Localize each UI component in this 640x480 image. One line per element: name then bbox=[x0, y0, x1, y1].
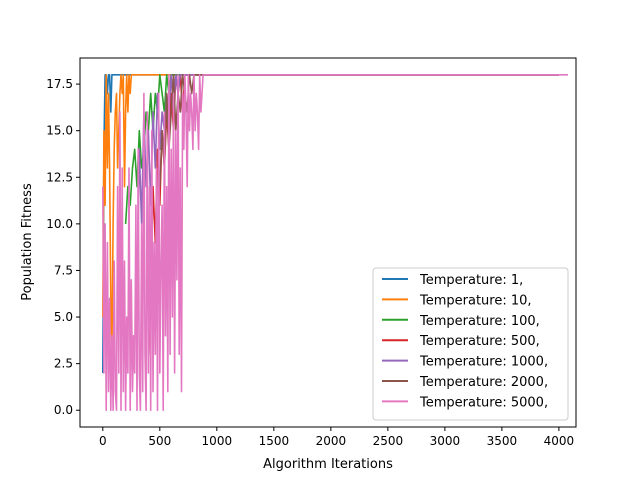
legend: Temperature: 1, Temperature: 10, Temperatu… bbox=[372, 267, 569, 421]
y-tick-label: 0.0 bbox=[54, 403, 73, 417]
y-tick-label: 15.0 bbox=[46, 124, 73, 138]
legend-box bbox=[372, 267, 569, 421]
legend-entry: Temperature: 5000, bbox=[382, 395, 548, 410]
legend-entry: Temperature: 1, bbox=[382, 273, 523, 288]
legend-entry: Temperature: 10, bbox=[382, 293, 532, 308]
y-tick-label: 2.5 bbox=[54, 357, 73, 371]
x-tick-label: 2500 bbox=[373, 434, 404, 448]
y-tick-label: 12.5 bbox=[46, 170, 73, 184]
legend-label: Temperature: 1, bbox=[419, 273, 523, 288]
x-tick-label: 3000 bbox=[430, 434, 461, 448]
legend-entry: Temperature: 100, bbox=[382, 314, 540, 329]
series-line bbox=[159, 74, 559, 187]
y-axis: 0.0 2.5 5.0 7.5 10.0 12.5 15.0 17.5 bbox=[46, 77, 80, 417]
legend-entry: Temperature: 2000, bbox=[382, 375, 548, 390]
y-tick-label: 17.5 bbox=[46, 77, 73, 91]
x-tick-label: 4000 bbox=[544, 434, 575, 448]
series-layer bbox=[102, 74, 568, 412]
x-tick-label: 500 bbox=[148, 434, 171, 448]
legend-label: Temperature: 1000, bbox=[419, 355, 548, 370]
legend-label: Temperature: 500, bbox=[419, 334, 540, 349]
plot-area bbox=[79, 57, 577, 428]
axes-frame bbox=[79, 57, 577, 428]
series-line bbox=[102, 74, 568, 412]
y-tick-label: 7.5 bbox=[54, 263, 73, 277]
x-tick-label: 1500 bbox=[259, 434, 290, 448]
legend-label: Temperature: 10, bbox=[419, 293, 532, 308]
x-axis-label: Algorithm Iterations bbox=[263, 457, 393, 472]
series-line bbox=[102, 74, 559, 374]
legend-entry: Temperature: 1000, bbox=[382, 355, 548, 370]
legend-entry: Temperature: 500, bbox=[382, 334, 540, 349]
x-tick-label: 2000 bbox=[316, 434, 347, 448]
y-tick-label: 5.0 bbox=[54, 310, 73, 324]
legend-label: Temperature: 5000, bbox=[419, 395, 548, 410]
y-axis-label: Population Fitness bbox=[20, 183, 35, 301]
x-axis: 0 500 1000 1500 2000 2500 3000 3500 4000 bbox=[99, 427, 574, 448]
legend-label: Temperature: 100, bbox=[419, 314, 540, 329]
x-tick-label: 1000 bbox=[202, 434, 233, 448]
x-tick-label: 0 bbox=[99, 434, 107, 448]
x-tick-label: 3500 bbox=[487, 434, 518, 448]
legend-label: Temperature: 2000, bbox=[419, 375, 548, 390]
y-tick-label: 10.0 bbox=[46, 217, 73, 231]
